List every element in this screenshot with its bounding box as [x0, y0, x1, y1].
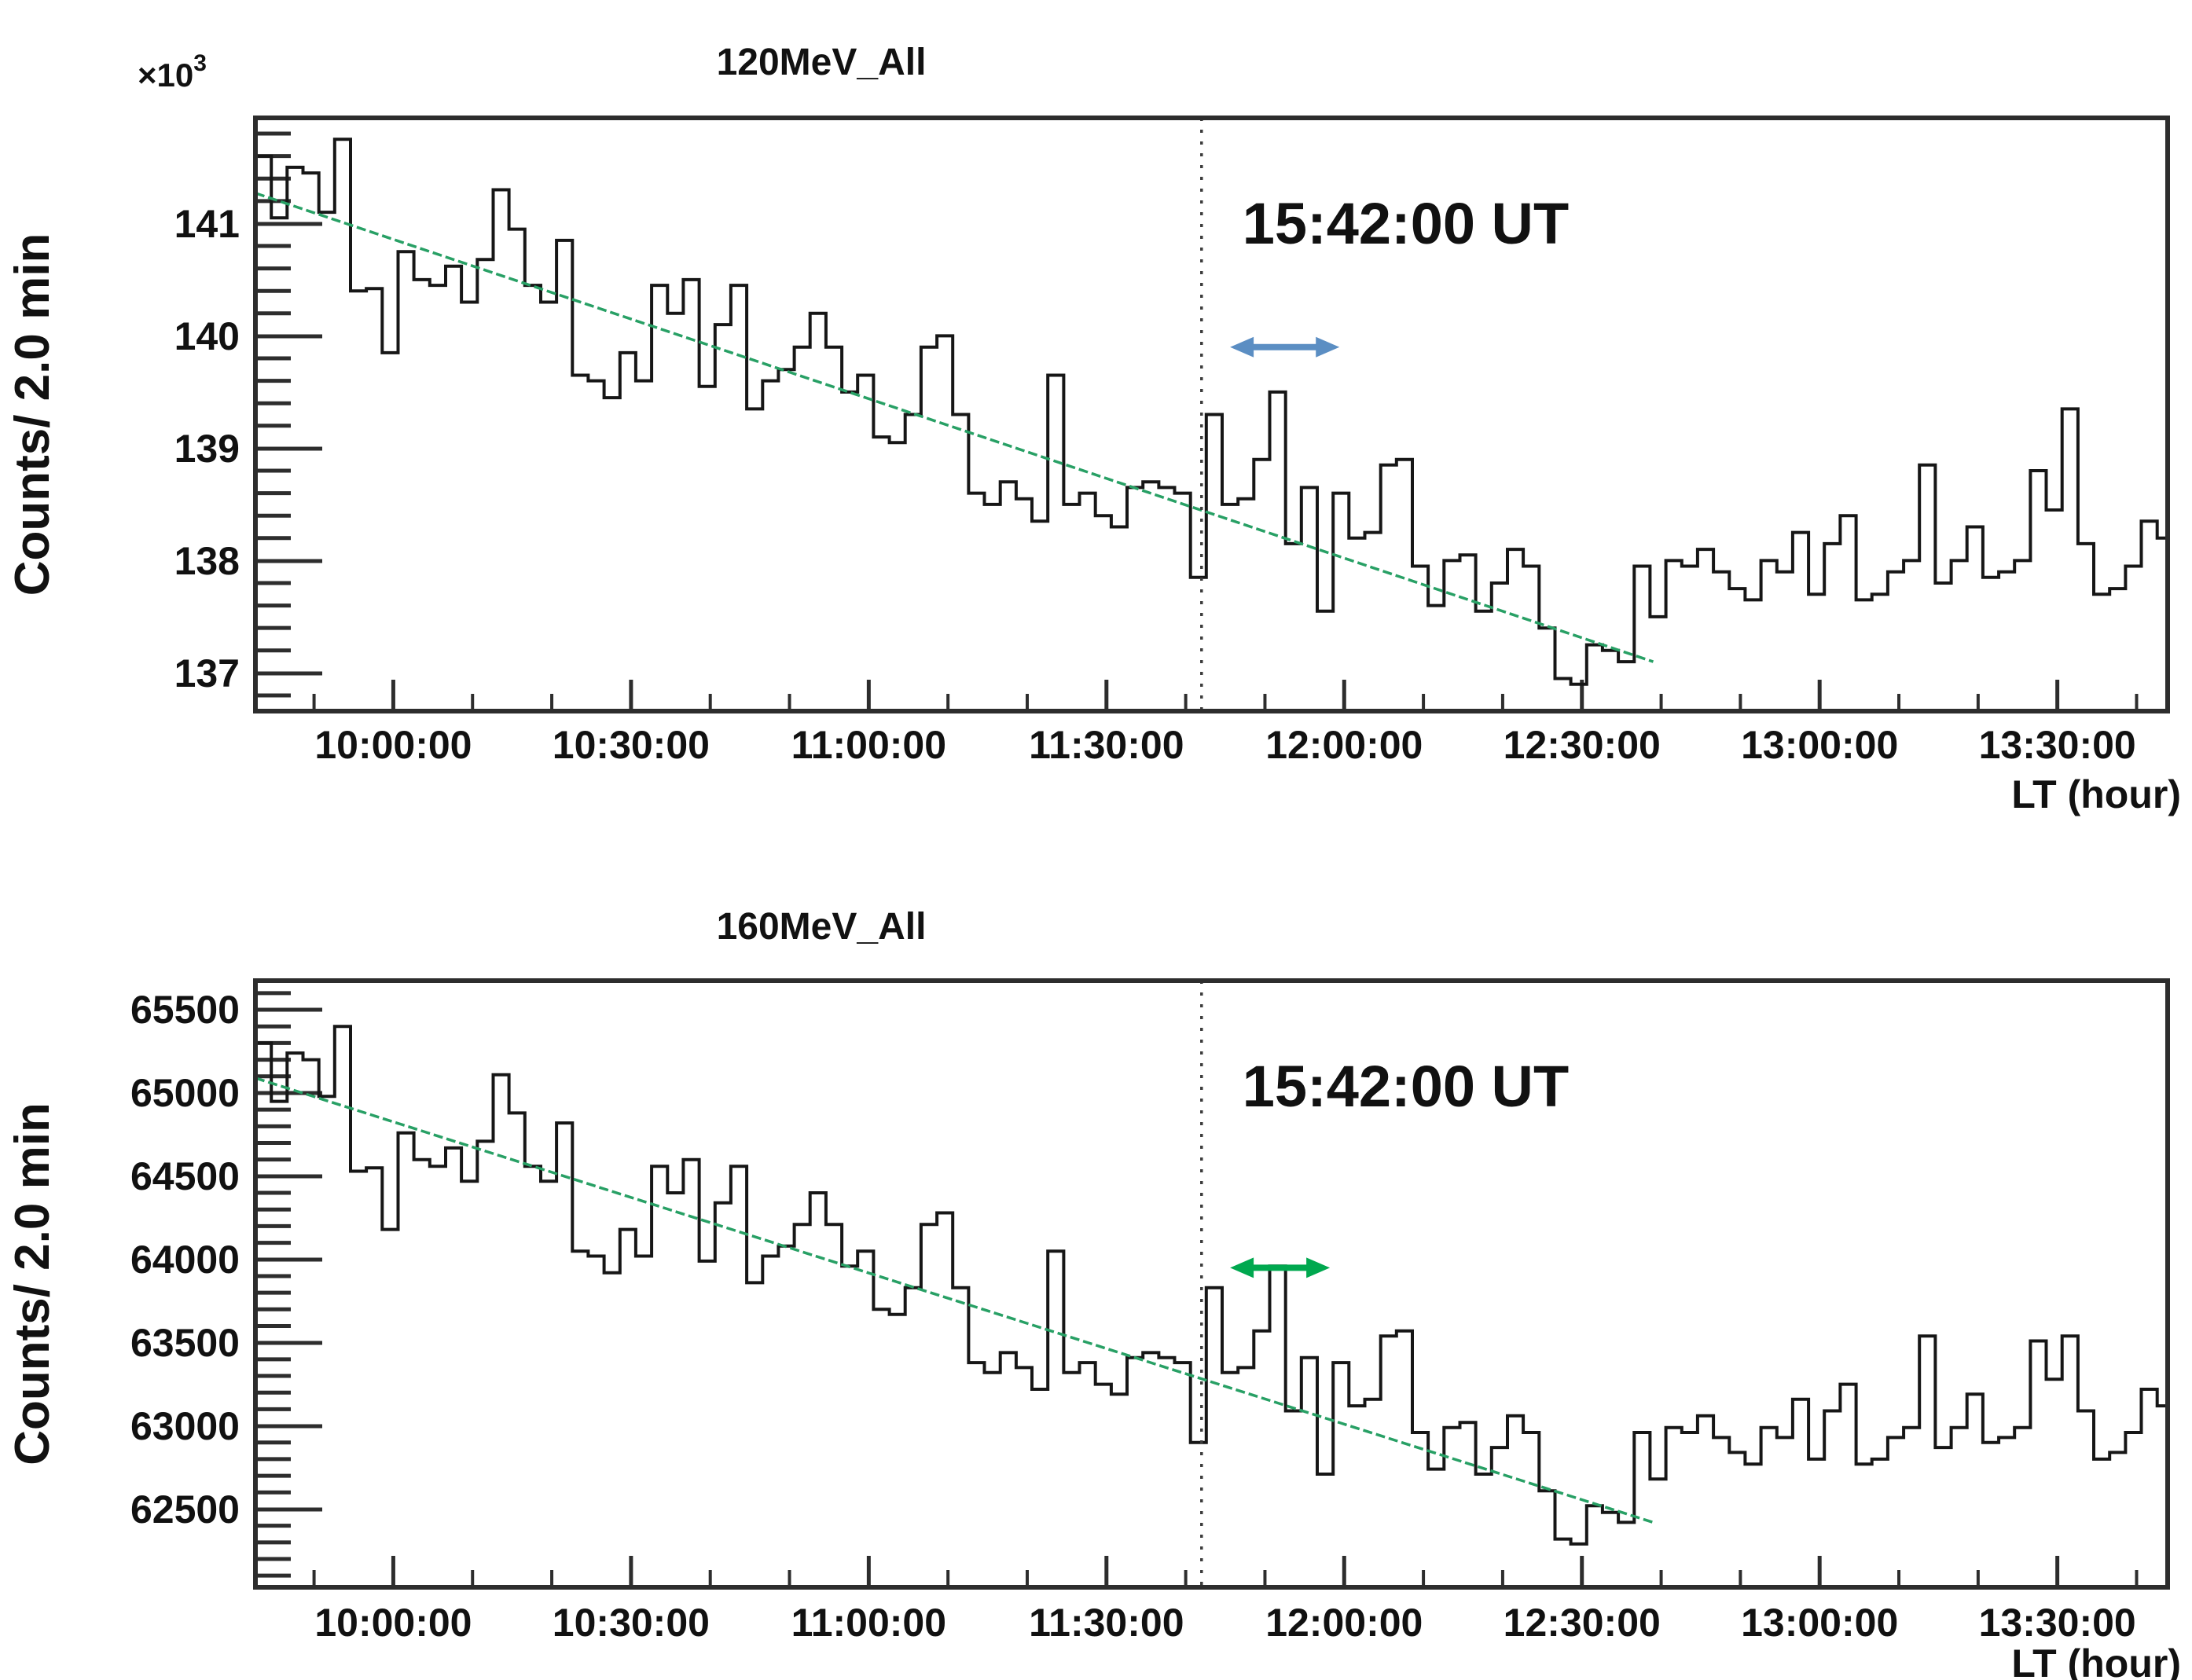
x-tick-label: 12:30:00 [1504, 723, 1661, 767]
x-tick-label: 11:30:00 [1029, 723, 1184, 767]
y-tick-label: 137 [174, 651, 240, 695]
y-tick-label: 64000 [130, 1238, 240, 1282]
y-tick-label: 141 [174, 202, 240, 246]
x-tick-label: 12:30:00 [1504, 1601, 1661, 1645]
x-tick-label: 13:00:00 [1741, 723, 1898, 767]
y-tick-label: 63000 [130, 1404, 240, 1448]
histogram-step-line [255, 1025, 2168, 1546]
x-tick-label: 12:00:00 [1265, 723, 1423, 767]
plot-frame [253, 978, 2170, 1590]
arrowhead-left [1230, 336, 1254, 358]
event-time-annotation: 15:42:00 UT [1243, 191, 1569, 256]
y-tick-label: 140 [174, 314, 240, 358]
panel-160mev: 160MeV_All Counts/ 2.0 min LT (hour) 65500 6… [6, 906, 2181, 1680]
x-axis-title: LT (hour) [2011, 772, 2181, 816]
arrowhead-left [1230, 1257, 1254, 1278]
y-tick-label: 64500 [130, 1154, 240, 1198]
x-tick-label: 10:00:00 [314, 1601, 472, 1645]
histogram-step-line [255, 138, 2168, 686]
y-tick-label: 65500 [130, 988, 240, 1032]
x-tick-label: 13:30:00 [1979, 1601, 2136, 1645]
fit-trend-line [255, 192, 1654, 663]
arrowhead-right [1316, 336, 1340, 358]
x-tick-label: 10:30:00 [553, 1601, 710, 1645]
x-axis-title: LT (hour) [2011, 1641, 2181, 1680]
y-axis-title: Counts/ 2.0 min [6, 233, 60, 596]
y-axis-exponent: ×103 [138, 50, 207, 94]
arrowhead-right [1306, 1257, 1331, 1278]
y-tick-label: 63500 [130, 1321, 240, 1365]
y-tick-label: 138 [174, 539, 240, 583]
x-tick-label: 11:30:00 [1029, 1601, 1184, 1645]
x-tick-label: 10:30:00 [553, 723, 710, 767]
y-tick-label: 139 [174, 427, 240, 471]
x-tick-label: 13:00:00 [1741, 1601, 1898, 1645]
x-tick-label: 11:00:00 [791, 1601, 946, 1645]
x-tick-label: 10:00:00 [314, 723, 472, 767]
fit-trend-line [255, 1077, 1654, 1524]
panel-title: 160MeV_All [717, 906, 927, 948]
event-time-annotation: 15:42:00 UT [1243, 1054, 1569, 1119]
y-tick-label: 62500 [130, 1487, 240, 1531]
x-tick-label: 13:30:00 [1979, 723, 2136, 767]
y-axis-title: Counts/ 2.0 min [6, 1102, 60, 1465]
panel-title: 120MeV_All [717, 42, 927, 83]
x-tick-label: 11:00:00 [791, 723, 946, 767]
panel-120mev: 120MeV_All ×103 Counts/ 2.0 min LT (hour) 14… [6, 42, 2181, 816]
plot-frame [253, 116, 2170, 713]
y-tick-label: 65000 [130, 1071, 240, 1115]
x-tick-label: 12:00:00 [1265, 1601, 1423, 1645]
